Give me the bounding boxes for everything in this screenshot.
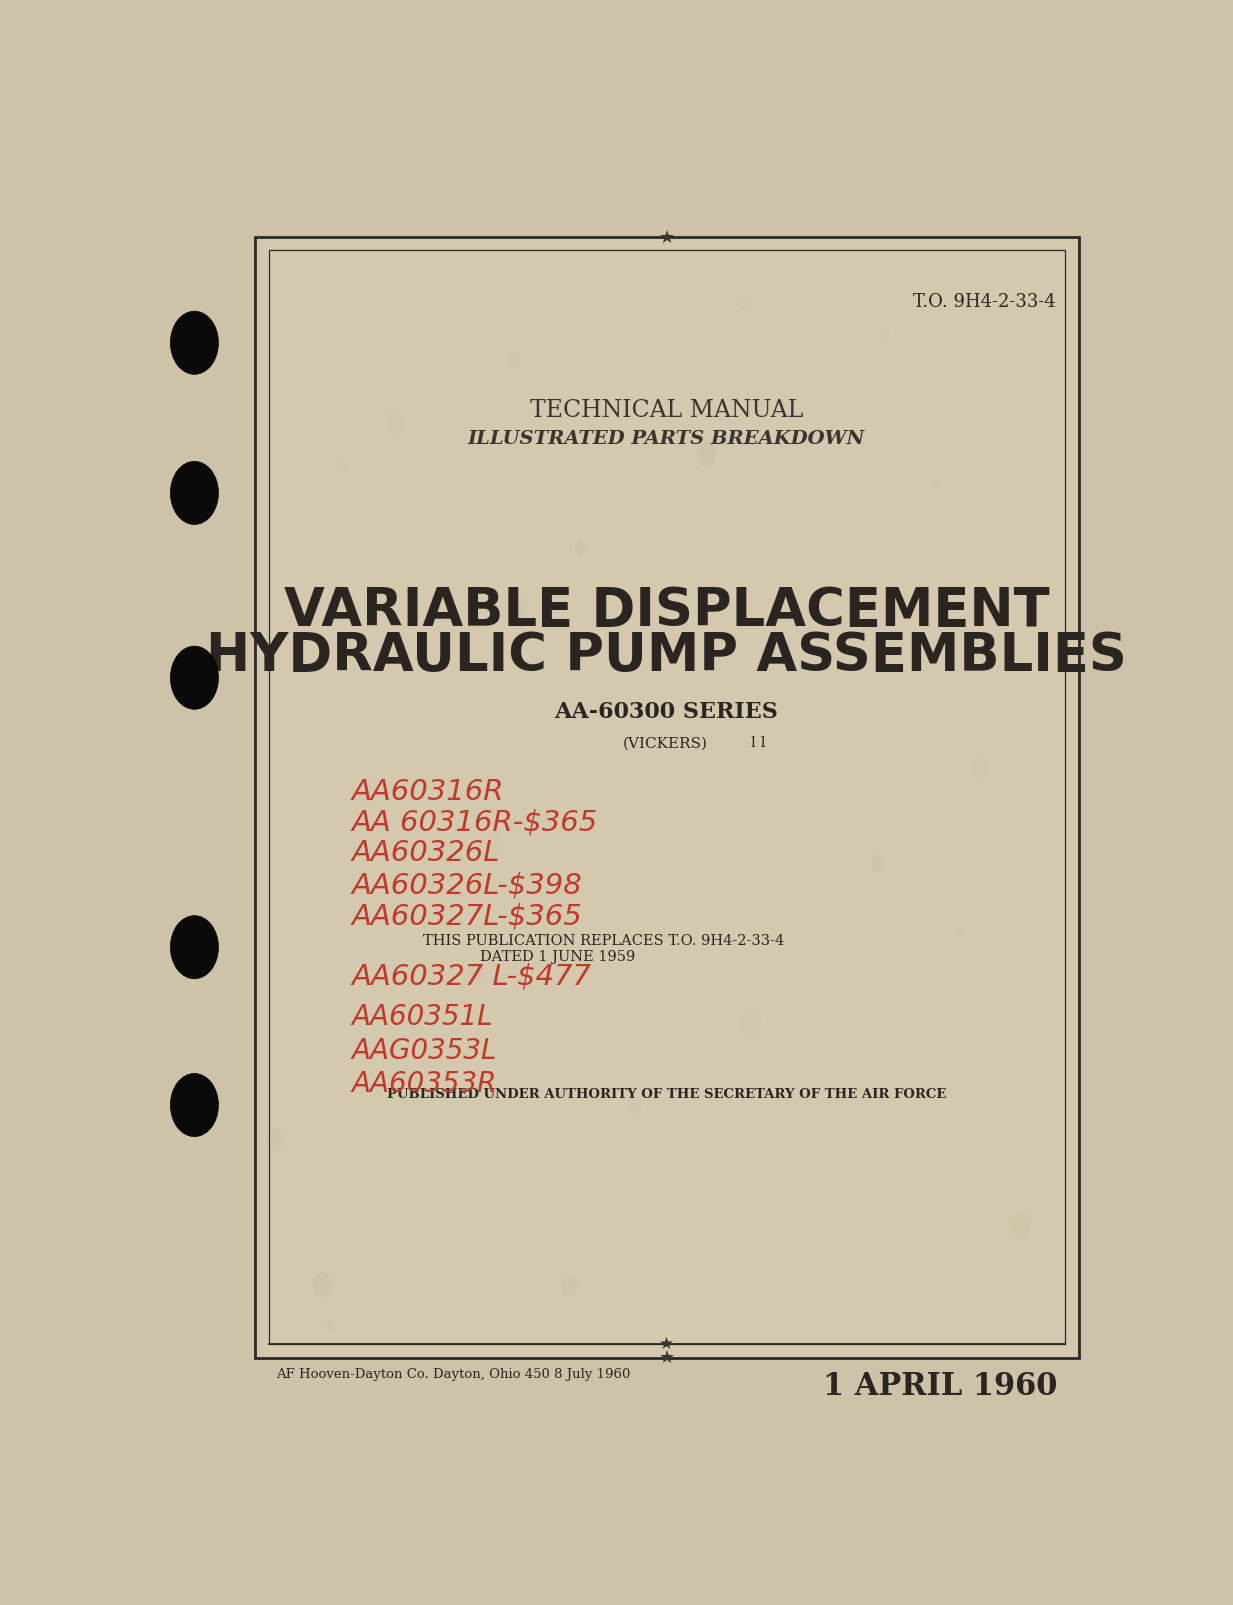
Text: l l: l l [751, 737, 766, 750]
Text: AA60316R: AA60316R [351, 778, 504, 806]
Text: PUBLISHED UNDER AUTHORITY OF THE SECRETARY OF THE AIR FORCE: PUBLISHED UNDER AUTHORITY OF THE SECRETA… [387, 1088, 946, 1101]
Text: AAG0353L: AAG0353L [351, 1037, 497, 1064]
Text: AA60351L: AA60351L [351, 1003, 493, 1030]
Text: AA60353R: AA60353R [351, 1071, 497, 1098]
Text: 1 APRIL 1960: 1 APRIL 1960 [822, 1371, 1057, 1401]
Text: AA60326L: AA60326L [351, 839, 501, 867]
Text: THIS PUBLICATION REPLACES T.O. 9H4-2-33-4: THIS PUBLICATION REPLACES T.O. 9H4-2-33-… [423, 934, 784, 949]
Text: (VICKERS): (VICKERS) [623, 737, 708, 750]
Ellipse shape [170, 461, 218, 525]
Text: ★: ★ [658, 1335, 674, 1353]
Text: AA60327 L-$477: AA60327 L-$477 [351, 963, 592, 990]
Text: AA 60316R-$365: AA 60316R-$365 [351, 809, 598, 836]
Text: AA60326L-$398: AA60326L-$398 [351, 872, 582, 900]
Ellipse shape [697, 443, 716, 467]
Ellipse shape [170, 311, 218, 374]
Text: AF Hooven-Dayton Co. Dayton, Ohio 450 8 July 1960: AF Hooven-Dayton Co. Dayton, Ohio 450 8 … [276, 1369, 631, 1382]
Text: VARIABLE DISPLACEMENT: VARIABLE DISPLACEMENT [284, 586, 1049, 637]
Ellipse shape [170, 647, 218, 709]
Bar [269, 250, 1065, 1343]
Text: ILLUSTRATED PARTS BREAKDOWN: ILLUSTRATED PARTS BREAKDOWN [467, 430, 866, 448]
Text: DATED 1 JUNE 1959: DATED 1 JUNE 1959 [480, 950, 635, 963]
Text: HYDRAULIC PUMP ASSEMBLIES: HYDRAULIC PUMP ASSEMBLIES [206, 629, 1127, 682]
Text: ★: ★ [658, 1348, 674, 1366]
Ellipse shape [170, 915, 218, 979]
Text: AA60327L-$365: AA60327L-$365 [351, 902, 582, 931]
Ellipse shape [170, 1074, 218, 1136]
Ellipse shape [575, 541, 586, 555]
Text: T.O. 9H4-2-33-4: T.O. 9H4-2-33-4 [912, 292, 1055, 311]
Text: TECHNICAL MANUAL: TECHNICAL MANUAL [530, 400, 803, 422]
Text: ★: ★ [658, 230, 674, 247]
Ellipse shape [312, 1271, 332, 1297]
Text: AA-60300 SERIES: AA-60300 SERIES [555, 701, 778, 722]
Bar [255, 238, 1079, 1358]
